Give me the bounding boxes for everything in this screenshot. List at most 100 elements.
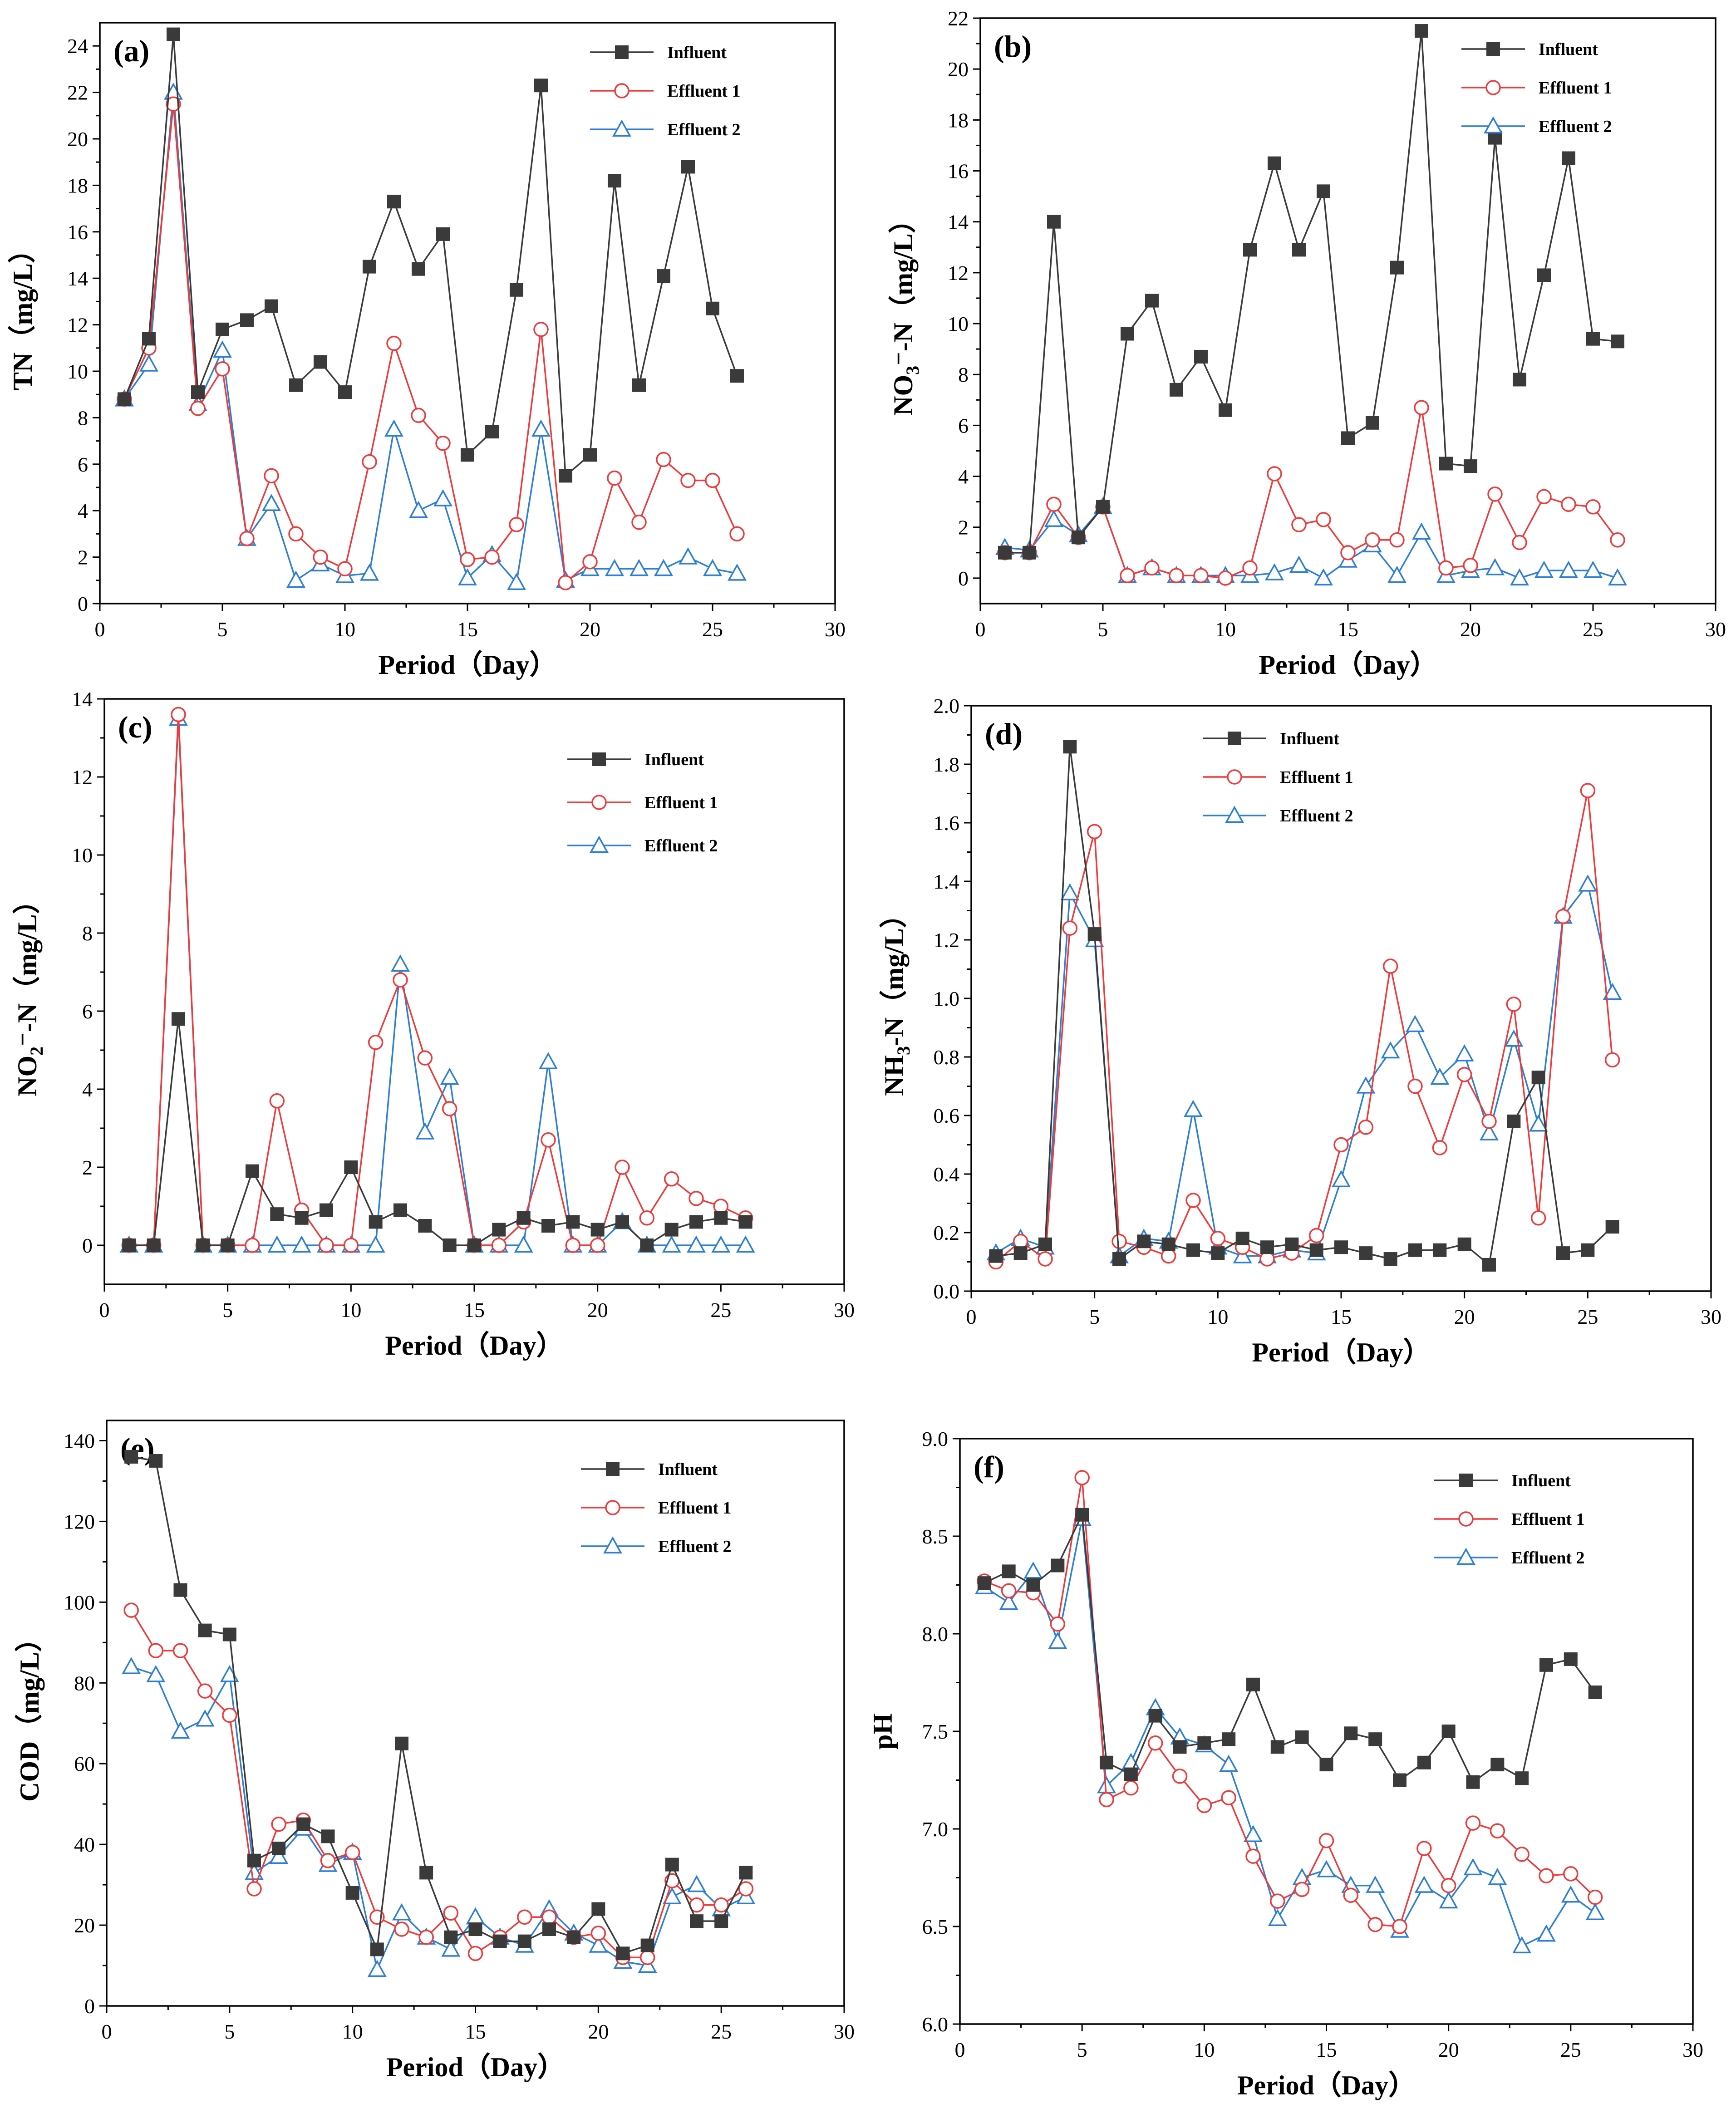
data-point (1332, 1170, 1351, 1188)
data-point (664, 1171, 679, 1187)
data-point (1314, 568, 1333, 586)
data-point (662, 1235, 681, 1253)
legend: Influent Effluent 1 Effluent 2 (1461, 40, 1612, 136)
data-point (565, 1238, 581, 1253)
data-point (172, 1643, 188, 1658)
x-tick-label: 25 (711, 2020, 732, 2043)
data-point (1537, 268, 1551, 282)
data-point (196, 1238, 210, 1252)
data-point (1604, 1052, 1620, 1068)
y-tick-label: 0.0 (934, 1280, 960, 1303)
data-point (1366, 416, 1379, 430)
legend-marker (1225, 806, 1244, 823)
x-tick-label: 25 (710, 1298, 731, 1322)
data-point (510, 283, 523, 297)
series-effluent-2 (974, 1509, 1605, 1954)
series-effluent-1 (997, 400, 1625, 586)
chart-panel-c: 0 5 10 15 20 25 30 0 2 4 6 8 10 12 14 Period（Day） NO2⁻-N… (12, 688, 855, 1361)
data-point (1235, 1231, 1249, 1245)
data-point (288, 526, 304, 542)
data-point (366, 1235, 385, 1253)
data-point (1539, 1658, 1553, 1672)
data-point (1244, 1825, 1263, 1843)
data-point (559, 469, 572, 483)
data-point (267, 1235, 287, 1253)
data-point (124, 1450, 138, 1464)
data-point (1513, 373, 1526, 387)
data-point (1294, 1882, 1310, 1897)
data-point (591, 1902, 605, 1916)
data-point (1123, 1780, 1139, 1796)
legend-marker (590, 835, 609, 853)
data-point (1221, 1790, 1236, 1805)
data-point (1120, 568, 1135, 584)
series-line (1005, 407, 1618, 579)
x-tick-label: 0 (966, 1305, 977, 1328)
data-point (458, 568, 477, 585)
data-point (998, 545, 1012, 560)
legend-label: Influent (644, 750, 704, 769)
data-point (1147, 1735, 1163, 1751)
data-point (657, 269, 670, 283)
data-point (146, 1665, 166, 1682)
data-point (1099, 1792, 1114, 1808)
data-point (270, 1207, 284, 1221)
data-point (1145, 294, 1159, 308)
data-point (1050, 1616, 1066, 1632)
data-point (147, 1238, 161, 1252)
series-effluent-2 (995, 497, 1627, 586)
x-tick-label: 30 (825, 618, 846, 641)
legend-label: Influent (1511, 1471, 1571, 1490)
y-tick-label: 12 (67, 314, 88, 337)
x-tick-label: 0 (102, 2020, 112, 2043)
data-point (1416, 1841, 1432, 1856)
data-point (1023, 1561, 1043, 1579)
data-point (1333, 1137, 1349, 1153)
data-point (467, 1238, 481, 1252)
data-point (362, 454, 377, 470)
y-tick-label: 0 (82, 1234, 93, 1257)
data-point (1193, 568, 1209, 584)
data-point (1309, 1243, 1323, 1257)
data-point (222, 1707, 237, 1723)
y-tick-label: 0 (958, 567, 969, 590)
legend-marker (1458, 1511, 1474, 1527)
data-point (272, 1842, 286, 1856)
y-tick-label: 100 (64, 1591, 95, 1614)
y-tick-label: 10 (948, 312, 969, 335)
data-point (344, 1845, 360, 1860)
data-point (679, 547, 698, 565)
data-point (360, 563, 379, 581)
data-point (1507, 1114, 1521, 1128)
data-point (1562, 151, 1575, 165)
legend: Influent Effluent 1 Effluent 2 (1434, 1471, 1585, 1568)
data-point (1317, 184, 1330, 198)
legend: Influent Effluent 1 Effluent 2 (567, 750, 718, 855)
data-point (1414, 1876, 1434, 1893)
x-tick-label: 30 (1701, 1305, 1721, 1328)
data-point (367, 1960, 387, 1977)
data-point (1506, 997, 1522, 1012)
data-point (1455, 1044, 1474, 1062)
data-point (517, 1909, 532, 1925)
series-line (984, 1512, 1596, 1784)
data-point (1100, 1755, 1113, 1769)
data-point (419, 1866, 433, 1880)
data-point (417, 1050, 433, 1066)
data-point (190, 401, 206, 416)
y-tick-label: 8 (78, 406, 88, 429)
x-tick-label: 0 (975, 618, 986, 641)
x-tick-label: 25 (1583, 618, 1603, 641)
y-tick-label: 6 (958, 414, 969, 437)
data-point (1184, 1100, 1203, 1117)
data-point (566, 1215, 580, 1229)
x-axis-title: Period（Day） (1259, 649, 1437, 680)
x-tick-label: 30 (834, 1298, 855, 1322)
data-point (608, 174, 621, 188)
series-influent (998, 24, 1624, 560)
data-point (484, 549, 500, 565)
series-effluent-2 (119, 708, 755, 1253)
data-point (711, 1235, 731, 1253)
y-tick-label: 14 (67, 267, 88, 290)
